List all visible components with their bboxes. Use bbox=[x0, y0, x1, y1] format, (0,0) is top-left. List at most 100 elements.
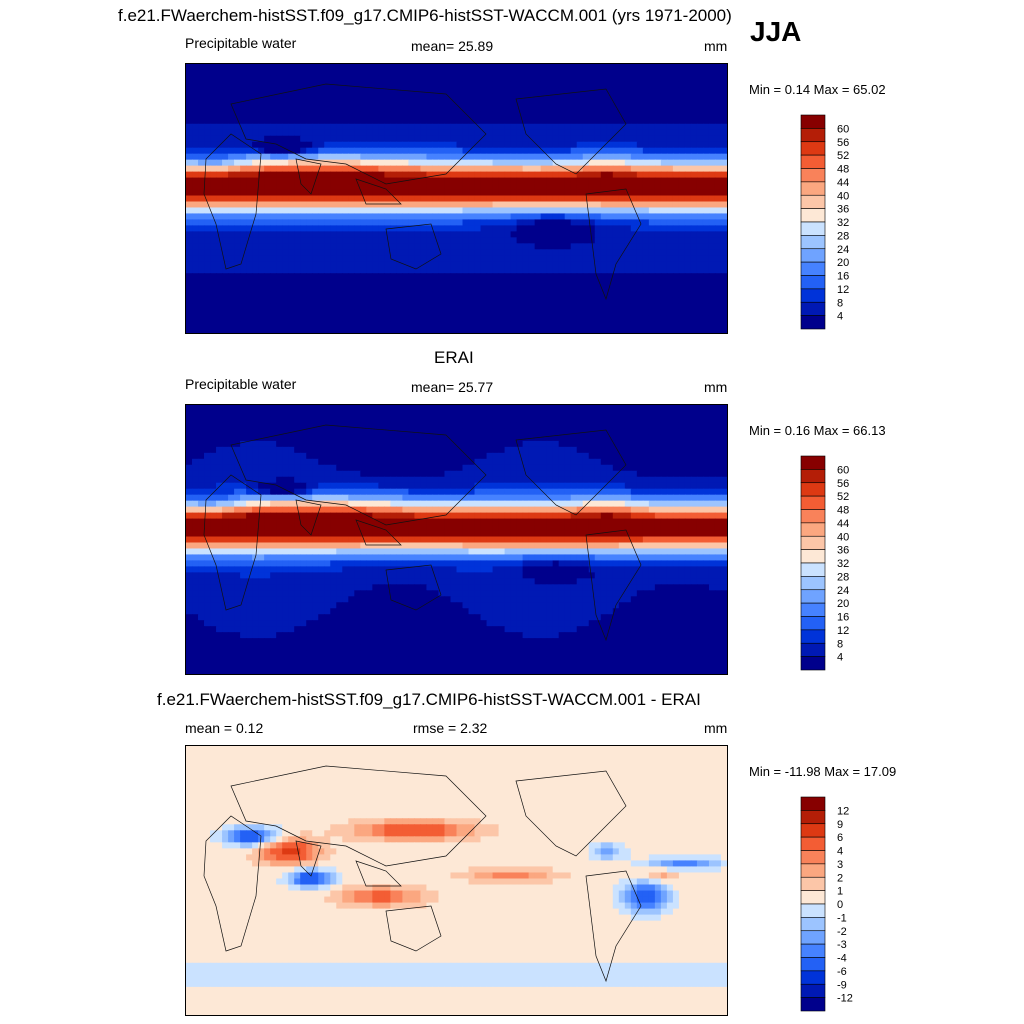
panel1-map-cell bbox=[498, 243, 506, 250]
panel1-map-cell bbox=[714, 243, 722, 250]
panel1-map-cell bbox=[588, 291, 596, 298]
panel1-map-cell bbox=[222, 129, 229, 137]
panel1-map-cell bbox=[564, 99, 572, 107]
panel1-map-cell bbox=[594, 141, 602, 149]
panel1-map-cell bbox=[612, 69, 620, 77]
panel1-map-cell bbox=[408, 105, 416, 113]
panel1-map-cell bbox=[516, 105, 524, 113]
panel1-map-cell bbox=[330, 321, 337, 328]
panel1-map-cell bbox=[258, 177, 265, 185]
panel1-map-cell bbox=[534, 135, 542, 143]
panel1-map-cell bbox=[300, 111, 307, 119]
panel1-map-cell bbox=[258, 93, 265, 101]
panel1-map-cell bbox=[522, 159, 530, 167]
panel2-map-cell bbox=[534, 458, 542, 466]
panel1-map-cell bbox=[450, 183, 458, 191]
panel1-map-cell bbox=[492, 207, 500, 215]
panel1-map-cell bbox=[468, 75, 476, 83]
panel1-map-cell bbox=[348, 279, 355, 286]
panel1-map-cell bbox=[426, 117, 434, 125]
panel1-map-cell bbox=[474, 231, 482, 238]
panel1-map-cell bbox=[420, 69, 428, 77]
panel1-map-cell bbox=[216, 183, 223, 191]
panel1-map-cell bbox=[546, 267, 554, 274]
panel1-map-cell bbox=[672, 195, 680, 203]
panel1-map-cell bbox=[228, 297, 235, 304]
panel2-map-cell bbox=[552, 446, 560, 454]
panel1-map-cell bbox=[498, 141, 506, 149]
panel1-map-cell bbox=[252, 93, 259, 101]
panel1-map-cell bbox=[444, 111, 452, 119]
panel1-map-cell bbox=[672, 147, 680, 155]
panel1-map-cell bbox=[522, 219, 530, 226]
panel1-map-cell bbox=[438, 117, 446, 125]
panel1-map-cell bbox=[654, 165, 662, 173]
panel1-map-cell bbox=[612, 111, 620, 119]
panel1-map-cell bbox=[204, 195, 211, 203]
panel1-map-cell bbox=[204, 171, 211, 179]
panel1-map-cell bbox=[378, 327, 385, 333]
panel2-map-cell bbox=[450, 440, 458, 448]
panel1-map-cell bbox=[204, 219, 211, 226]
panel1-map-cell bbox=[642, 213, 650, 221]
panel1-map-cell bbox=[402, 195, 410, 203]
panel1-map-cell bbox=[456, 93, 464, 101]
panel2-map-cell bbox=[444, 452, 452, 460]
panel1-map-cell bbox=[492, 177, 500, 185]
panel1-map-cell bbox=[300, 147, 307, 155]
panel1-map-cell bbox=[306, 225, 313, 232]
panel1-map-cell bbox=[348, 75, 355, 83]
panel1-map-cell bbox=[462, 309, 470, 316]
panel2-map-cell bbox=[372, 446, 379, 454]
panel1-map-cell bbox=[444, 135, 452, 143]
panel2-map-cell bbox=[450, 416, 458, 424]
panel1-map-cell bbox=[450, 105, 458, 113]
panel1-map-cell bbox=[222, 117, 229, 125]
panel1-map-cell bbox=[576, 177, 584, 185]
panel1-map-cell bbox=[618, 129, 626, 137]
panel1-map-cell bbox=[204, 309, 211, 316]
panel2-map-cell bbox=[396, 446, 403, 454]
panel1-map-cell bbox=[234, 165, 241, 173]
panel1-map-cell bbox=[714, 315, 722, 322]
panel1-map-cell bbox=[306, 255, 313, 262]
panel2-map-cell bbox=[384, 434, 391, 442]
panel1-map-cell bbox=[342, 297, 349, 304]
panel1-map-cell bbox=[204, 87, 211, 95]
panel1-map-cell bbox=[444, 75, 452, 83]
panel1-map-cell bbox=[684, 147, 692, 155]
panel1-colorbar-swatch bbox=[800, 301, 826, 316]
panel1-map-cell bbox=[384, 123, 391, 131]
panel1-map-cell bbox=[492, 303, 500, 310]
panel1-map-cell bbox=[630, 165, 638, 173]
panel1-map-cell bbox=[480, 183, 488, 191]
panel1-map-cell bbox=[438, 64, 446, 71]
panel2-map-cell bbox=[318, 416, 325, 424]
panel1-map-cell bbox=[642, 123, 650, 131]
panel1-map-cell bbox=[396, 267, 403, 274]
panel1-map-cell bbox=[582, 171, 590, 179]
panel1-map-cell bbox=[192, 117, 199, 125]
panel2-map-cell bbox=[216, 440, 223, 448]
panel2-map-cell bbox=[684, 405, 692, 412]
panel1-map-cell bbox=[660, 213, 668, 221]
panel2-map-cell bbox=[306, 458, 313, 466]
panel1-map-cell bbox=[444, 64, 452, 71]
panel2-map-cell bbox=[390, 440, 397, 448]
panel1-map-cell bbox=[366, 99, 373, 107]
panel1-map-cell bbox=[528, 297, 536, 304]
panel1-map-cell bbox=[216, 129, 223, 137]
panel1-map-cell bbox=[438, 159, 446, 167]
panel1-map-cell bbox=[312, 231, 319, 238]
panel2-map-cell bbox=[510, 410, 518, 418]
panel2-map-cell bbox=[252, 410, 259, 418]
panel1-map-cell bbox=[396, 165, 403, 173]
panel1-map-cell bbox=[228, 249, 235, 256]
panel1-map-cell bbox=[390, 87, 397, 95]
panel1-map-cell bbox=[486, 309, 494, 316]
panel1-map-cell bbox=[582, 93, 590, 101]
panel2-map-cell bbox=[492, 405, 500, 412]
panel1-map-cell bbox=[546, 237, 554, 244]
panel1-map-cell bbox=[594, 159, 602, 167]
panel1-map-cell bbox=[402, 315, 410, 322]
